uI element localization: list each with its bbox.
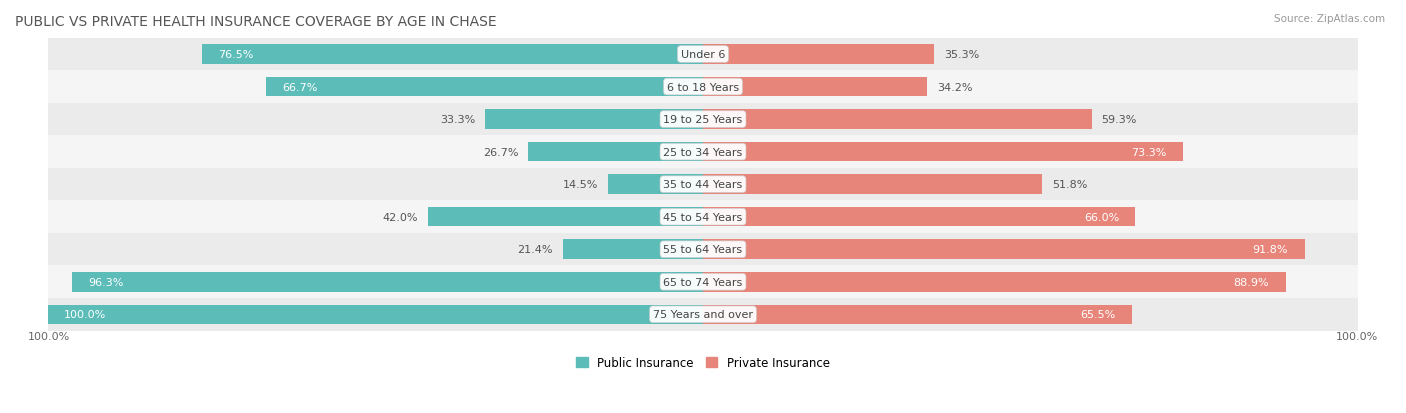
Text: 88.9%: 88.9% — [1233, 277, 1270, 287]
Bar — [703, 207, 1136, 227]
Bar — [48, 266, 1358, 298]
Bar — [703, 175, 1042, 195]
Text: 34.2%: 34.2% — [936, 82, 973, 93]
Bar — [703, 110, 1091, 130]
Bar — [48, 298, 1358, 331]
Bar — [703, 305, 1132, 324]
Text: 66.7%: 66.7% — [283, 82, 318, 93]
Text: 65 to 74 Years: 65 to 74 Years — [664, 277, 742, 287]
Bar — [48, 39, 1358, 71]
Text: 100.0%: 100.0% — [1336, 331, 1378, 342]
Bar — [703, 45, 935, 64]
Text: 76.5%: 76.5% — [218, 50, 253, 60]
Text: 59.3%: 59.3% — [1101, 115, 1137, 125]
Bar — [266, 78, 703, 97]
Bar — [201, 45, 703, 64]
Bar — [485, 110, 703, 130]
Bar — [607, 175, 703, 195]
Bar — [703, 142, 1184, 162]
Bar — [48, 136, 1358, 169]
Text: 96.3%: 96.3% — [89, 277, 124, 287]
Text: Under 6: Under 6 — [681, 50, 725, 60]
Bar — [48, 305, 703, 324]
Text: 26.7%: 26.7% — [482, 147, 519, 157]
Text: 73.3%: 73.3% — [1132, 147, 1167, 157]
Text: 100.0%: 100.0% — [28, 331, 70, 342]
Text: 21.4%: 21.4% — [517, 244, 553, 254]
Text: 33.3%: 33.3% — [440, 115, 475, 125]
Text: 19 to 25 Years: 19 to 25 Years — [664, 115, 742, 125]
Bar — [529, 142, 703, 162]
Text: 75 Years and over: 75 Years and over — [652, 310, 754, 320]
Text: 65.5%: 65.5% — [1081, 310, 1116, 320]
Bar — [703, 272, 1285, 292]
Text: Source: ZipAtlas.com: Source: ZipAtlas.com — [1274, 14, 1385, 24]
Bar — [562, 240, 703, 259]
Bar — [48, 233, 1358, 266]
Bar — [703, 78, 927, 97]
Bar — [48, 71, 1358, 104]
Text: 6 to 18 Years: 6 to 18 Years — [666, 82, 740, 93]
Text: PUBLIC VS PRIVATE HEALTH INSURANCE COVERAGE BY AGE IN CHASE: PUBLIC VS PRIVATE HEALTH INSURANCE COVER… — [15, 15, 496, 29]
Text: 100.0%: 100.0% — [65, 310, 107, 320]
Text: 25 to 34 Years: 25 to 34 Years — [664, 147, 742, 157]
Bar — [72, 272, 703, 292]
Text: 55 to 64 Years: 55 to 64 Years — [664, 244, 742, 254]
Text: 91.8%: 91.8% — [1253, 244, 1288, 254]
Text: 45 to 54 Years: 45 to 54 Years — [664, 212, 742, 222]
Text: 35.3%: 35.3% — [943, 50, 980, 60]
Text: 42.0%: 42.0% — [382, 212, 418, 222]
Text: 51.8%: 51.8% — [1052, 180, 1088, 190]
Bar — [48, 201, 1358, 233]
Text: 14.5%: 14.5% — [562, 180, 598, 190]
Text: 66.0%: 66.0% — [1084, 212, 1119, 222]
Text: 35 to 44 Years: 35 to 44 Years — [664, 180, 742, 190]
Legend: Public Insurance, Private Insurance: Public Insurance, Private Insurance — [571, 351, 835, 374]
Bar — [48, 104, 1358, 136]
Bar — [427, 207, 703, 227]
Bar — [703, 240, 1305, 259]
Bar — [48, 169, 1358, 201]
